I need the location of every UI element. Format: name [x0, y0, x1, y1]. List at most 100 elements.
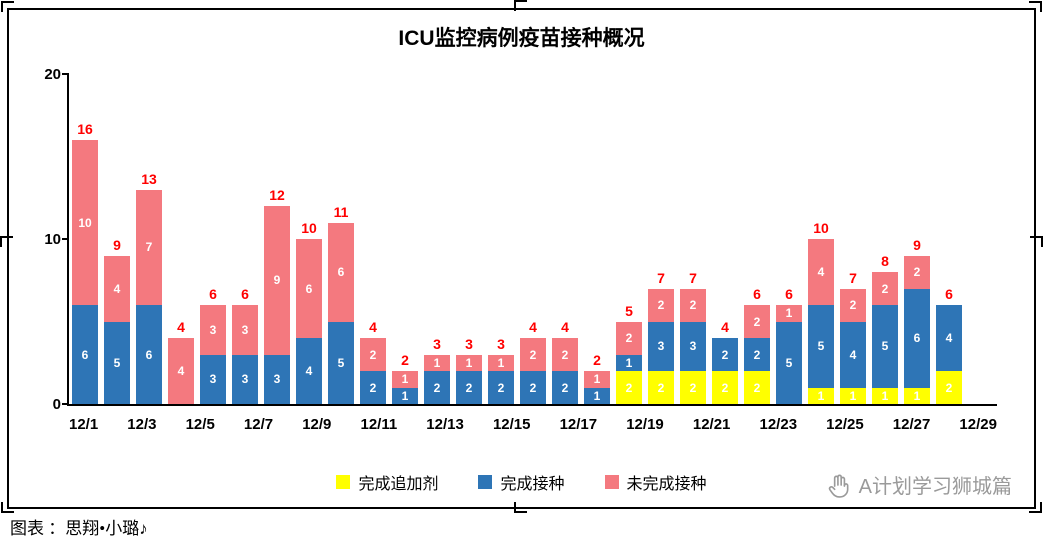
x-tick-label: [730, 416, 759, 433]
x-tick-label: 12/11: [360, 416, 398, 433]
segment-完成接种: 1: [392, 387, 418, 404]
segment-未完成接种: 6: [328, 222, 354, 322]
x-tick-label: 12/13: [426, 416, 464, 433]
legend-label-not-completed: 未完成接种: [626, 476, 707, 493]
segment-完成接种: 5: [872, 305, 898, 388]
y-tick-mark: [62, 403, 69, 405]
total-label: 10: [813, 220, 829, 236]
bar-12/3: 13 7 6: [133, 74, 165, 404]
segment-完成接种: 3: [264, 354, 290, 404]
total-label: 13: [141, 170, 157, 187]
segment-完成追加剂: 2: [712, 371, 738, 404]
resize-handle-top[interactable]: [514, 0, 527, 11]
segment-完成接种: 3: [200, 354, 226, 404]
segment-未完成接种: 1: [488, 354, 514, 371]
total-label: 4: [529, 319, 537, 335]
segment-完成接种: 4: [296, 338, 322, 404]
segment-完成接种: 6: [136, 305, 162, 404]
total-label: 9: [913, 236, 921, 253]
resize-handle-bottom-left[interactable]: [1, 502, 14, 513]
segment-完成接种: 2: [712, 338, 738, 371]
total-label: 2: [593, 352, 601, 368]
x-tick-label: [98, 416, 127, 433]
segment-未完成接种: 2: [680, 288, 706, 322]
segment-完成接种: 2: [424, 371, 450, 404]
total-label: 7: [657, 269, 665, 286]
segment-未完成接种: 2: [840, 288, 866, 322]
total-label: 6: [945, 286, 953, 302]
segment-完成接种: 4: [840, 321, 866, 388]
legend-swatch-full-vaccination: [478, 475, 493, 489]
y-tick-label: 10: [44, 231, 61, 248]
x-tick-label: 12/29: [959, 416, 997, 433]
total-label: 4: [721, 319, 729, 335]
x-axis-labels: 12/1 12/3 12/5 12/7 12/9 12/11 12/13 12/15 12/17…: [69, 416, 997, 433]
watermark-text: A计划学习狮城篇: [858, 476, 1012, 498]
legend-swatch-booster: [336, 475, 351, 489]
x-tick-label: 12/21: [692, 416, 731, 433]
total-label: 4: [369, 319, 377, 335]
segment-完成追加剂: 1: [872, 387, 898, 404]
x-tick-label: [215, 416, 244, 433]
segment-未完成接种: 2: [552, 338, 578, 371]
watermark: A计划学习狮城篇: [826, 470, 1012, 499]
segment-完成接种: 1: [616, 354, 642, 371]
resize-handle-bottom[interactable]: [514, 502, 527, 513]
segment-完成接种: 6: [904, 288, 930, 388]
segment-完成接种: 2: [456, 371, 482, 404]
total-label: 10: [301, 220, 317, 236]
segment-未完成接种: 2: [648, 288, 674, 322]
chart-frame: ICU监控病例疫苗接种概况 20 10 0 16 10 6 9 4 5 13 7 6 4 4 6 3 3 6…: [7, 8, 1036, 509]
resize-handle-top-right[interactable]: [1029, 1, 1042, 12]
y-tick-label: 20: [44, 66, 61, 83]
segment-未完成接种: 4: [104, 255, 130, 322]
segment-未完成接种: 1: [424, 354, 450, 371]
bars-container: 16 10 6 9 4 5 13 7 6 4 4 6 3 3 6 3 3 12 9 3 10 6 4 11 6 5 4 2 2 2 1 1 3 1…: [69, 74, 997, 404]
total-label: 9: [113, 236, 121, 253]
segment-未完成接种: 2: [360, 338, 386, 371]
segment-未完成接种: 2: [744, 305, 770, 338]
segment-未完成接种: 1: [456, 354, 482, 371]
segment-未完成接种: 2: [520, 338, 546, 371]
resize-handle-left[interactable]: [0, 236, 13, 247]
segment-完成接种: 3: [232, 354, 258, 404]
segment-完成接种: 5: [328, 321, 354, 404]
segment-完成接种: 2: [520, 371, 546, 404]
chart-title: ICU监控病例疫苗接种概况: [398, 27, 645, 50]
segment-未完成接种: 4: [168, 338, 194, 404]
segment-完成接种: 1: [584, 387, 610, 404]
total-label: 4: [561, 319, 569, 335]
segment-完成追加剂: 1: [840, 387, 866, 404]
x-tick-label: [797, 416, 826, 433]
segment-完成接种: 5: [104, 321, 130, 404]
x-tick-label: 12/23: [759, 416, 798, 433]
segment-未完成接种: 2: [904, 255, 930, 289]
bar-12/7: 12 9 3: [261, 74, 293, 404]
segment-完成接种: 2: [744, 338, 770, 371]
y-tick-mark: [62, 73, 69, 75]
resize-handle-top-left[interactable]: [1, 1, 14, 12]
segment-完成接种: 4: [936, 305, 962, 371]
x-tick-label: [864, 416, 893, 433]
resize-handle-right[interactable]: [1030, 236, 1043, 247]
total-label: 12: [269, 187, 285, 203]
x-tick-label: [464, 416, 493, 433]
segment-完成追加剂: 1: [808, 387, 834, 404]
x-tick-label: [930, 416, 959, 433]
segment-未完成接种: 1: [392, 371, 418, 388]
x-tick-label: 12/17: [559, 416, 598, 433]
resize-handle-bottom-right[interactable]: [1029, 502, 1042, 513]
segment-完成追加剂: 1: [904, 387, 930, 404]
segment-完成接种: 5: [776, 321, 802, 404]
